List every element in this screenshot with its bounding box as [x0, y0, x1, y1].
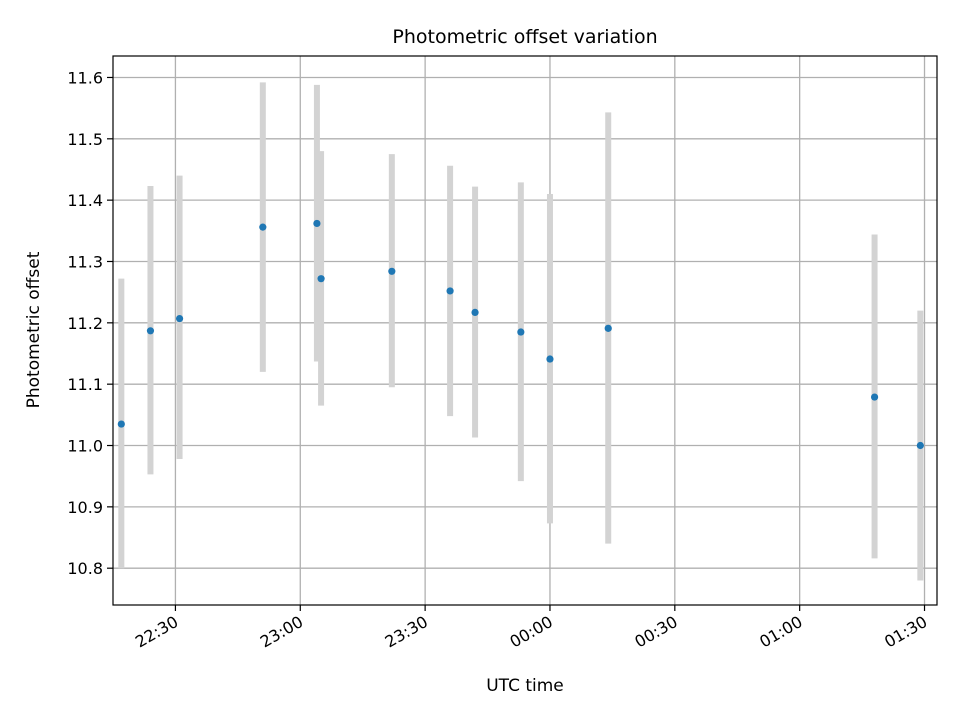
y-axis-ticks: 10.8 10.9 11.0 11.1 11.2 11.3 11.4 11.5 11.6 — [67, 68, 113, 578]
data-point — [517, 328, 525, 336]
chart-title: Photometric offset variation — [392, 26, 657, 48]
data-point — [916, 441, 924, 450]
data-point — [446, 287, 454, 295]
y-tick-label: 11.2 — [67, 314, 103, 333]
y-tick-label: 11.1 — [67, 375, 103, 394]
data-point — [604, 324, 612, 332]
y-tick-label: 11.3 — [67, 252, 103, 271]
data-point — [313, 219, 321, 228]
data-point — [259, 223, 267, 231]
data-point — [471, 308, 479, 317]
data-point — [175, 314, 184, 323]
data-point — [388, 267, 396, 275]
data-point — [546, 355, 554, 363]
data-point — [117, 420, 125, 428]
y-tick-label: 10.9 — [67, 498, 103, 517]
data-point — [317, 275, 325, 283]
y-tick-label: 11.6 — [67, 68, 103, 87]
grid-lines — [113, 56, 937, 605]
x-axis-label: UTC time — [486, 676, 564, 696]
y-tick-label: 11.0 — [67, 437, 103, 456]
y-axis-label: Photometric offset — [24, 251, 44, 408]
plot-frame — [112, 55, 938, 606]
y-tick-label: 11.5 — [67, 130, 103, 149]
y-tick-label: 11.4 — [67, 191, 103, 210]
y-tick-label: 10.8 — [67, 559, 103, 578]
data-point — [146, 327, 155, 335]
data-points — [117, 219, 924, 450]
data-point — [870, 393, 879, 401]
